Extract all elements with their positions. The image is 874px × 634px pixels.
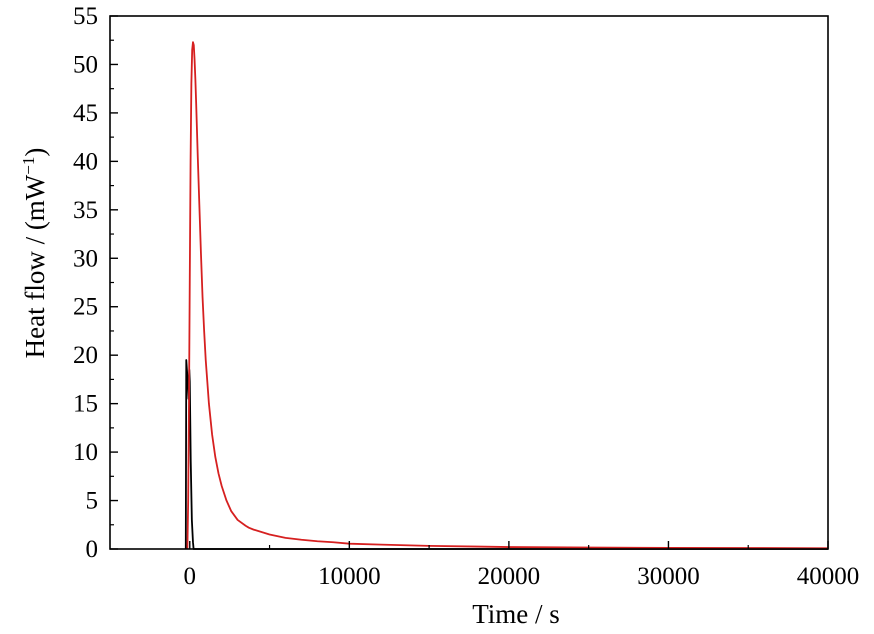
plot-area [110,16,828,549]
y-tick-label: 10 [73,439,98,466]
x-axis-title: Time / s [472,599,560,629]
series-line-2 [186,41,829,550]
y-tick-label: 30 [73,245,98,272]
y-tick-label: 55 [73,3,98,30]
x-tick-label: 40000 [797,563,860,590]
y-tick-label: 20 [73,342,98,369]
y-tick-label: 50 [73,51,98,78]
ticks-layer: 0 5 10 15 20 25 30 35 40 45 50 55 0 10000 20000 30000 40… [73,3,859,590]
y-tick-label: 15 [73,391,98,418]
y-tick-label: 45 [73,100,98,127]
x-tick-label: 0 [184,563,197,590]
y-tick-label: 0 [86,536,99,563]
y-tick-label: 5 [86,488,99,515]
y-axis-title-suffix: ) [20,148,50,157]
x-tick-label: 30000 [637,563,700,590]
y-axis-title: Heat flow / (mW−1) [19,148,50,359]
x-tick-label: 10000 [318,563,381,590]
y-tick-label: 40 [73,148,98,175]
y-axis-title-prefix: Heat flow / (mW [20,174,50,358]
y-axis-title-superscript: −1 [19,157,38,175]
y-tick-label: 25 [73,294,98,321]
y-tick-label: 35 [73,197,98,224]
x-tick-label: 20000 [478,563,541,590]
